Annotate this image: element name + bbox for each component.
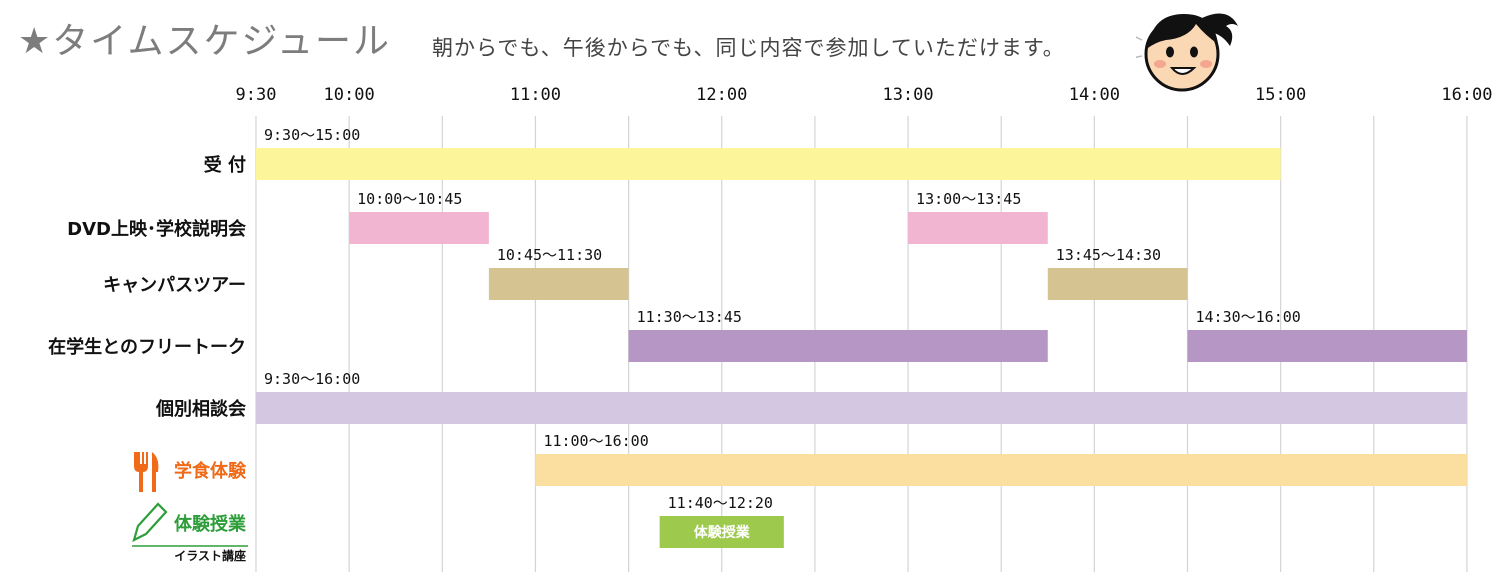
bar-range-label: 9:30〜15:00 (264, 126, 360, 144)
x-tick-label: 10:00 (324, 85, 375, 105)
bar-range-label: 11:40〜12:20 (668, 494, 773, 512)
bar-range-label: 14:30〜16:00 (1196, 308, 1301, 326)
schedule-bar (535, 454, 1467, 486)
row-label: キャンパスツアー (103, 275, 246, 296)
bar-range-label: 10:00〜10:45 (357, 190, 462, 208)
schedule-bar (256, 392, 1467, 424)
schedule-bar (349, 212, 489, 244)
bar-range-label: 11:30〜13:45 (637, 308, 742, 326)
bar-range-label: 13:00〜13:45 (916, 190, 1021, 208)
x-tick-label: 13:00 (882, 85, 933, 105)
x-tick-label: 12:00 (696, 85, 747, 105)
row-label: 体験授業 (174, 513, 247, 535)
page-title: ★タイムスケジュール (18, 21, 392, 62)
row-label: 在学生とのフリートーク (48, 336, 246, 358)
x-tick-label: 15:00 (1255, 85, 1306, 105)
row-sublabel: イラスト講座 (174, 548, 246, 563)
bar-inner-label: 体験授業 (694, 524, 751, 541)
bar-range-label: 13:45〜14:30 (1056, 246, 1161, 264)
bar-range-label: 10:45〜11:30 (497, 246, 602, 264)
bar-range-label: 11:00〜16:00 (543, 432, 648, 450)
row-label: DVD上映･学校説明会 (67, 218, 246, 240)
row-label: 個別相談会 (155, 398, 246, 420)
schedule-bar (1187, 330, 1467, 362)
row-label: 受 付 (204, 154, 246, 176)
schedule-bar (1047, 268, 1188, 300)
x-tick-label: 16:00 (1441, 85, 1492, 105)
schedule-bar (256, 148, 1281, 180)
schedule-bar (488, 268, 629, 300)
pencil-icon (132, 502, 248, 547)
schedule-bar (908, 212, 1048, 244)
girl-face-icon (1136, 13, 1238, 92)
x-tick-label: 9:30 (236, 85, 277, 105)
x-tick-label: 14:00 (1069, 85, 1120, 105)
page-subtitle: 朝からでも、午後からでも、同じ内容で参加していただけます。 (432, 36, 1065, 60)
schedule-bar (628, 330, 1048, 362)
bar-range-label: 9:30〜16:00 (264, 370, 360, 388)
fork-knife-icon (134, 452, 159, 492)
x-tick-label: 11:00 (510, 85, 561, 105)
row-label: 学食体験 (174, 460, 247, 482)
schedule-bar (659, 516, 784, 548)
